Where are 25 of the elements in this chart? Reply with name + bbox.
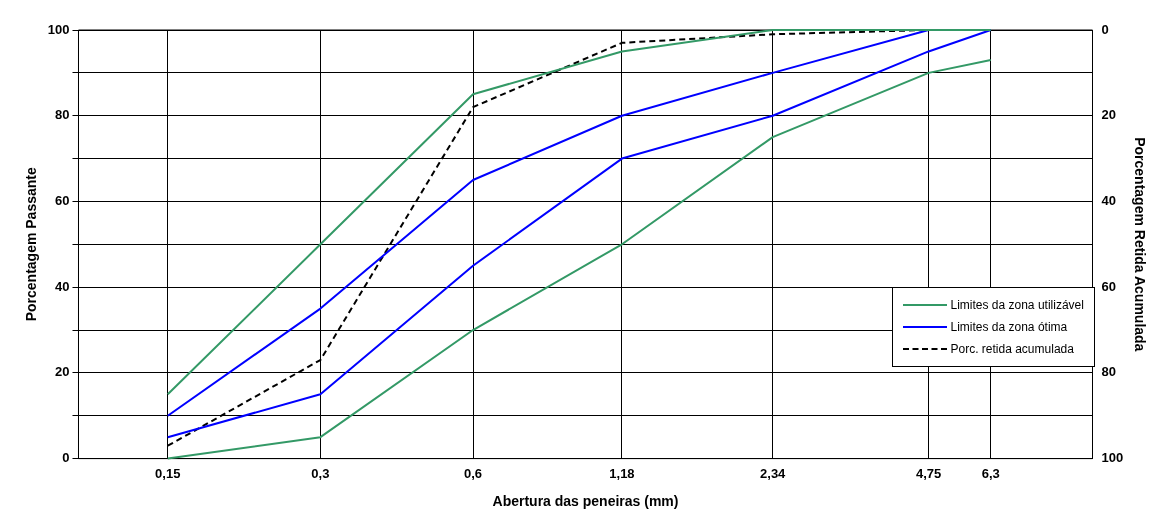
x-tick-label: 6,3 bbox=[981, 465, 1000, 481]
y2-tick-label: 60 bbox=[1101, 278, 1116, 294]
y-tick-label: 60 bbox=[55, 193, 70, 209]
x-tick-label: 1,18 bbox=[609, 465, 635, 481]
x-tick-label: 2,34 bbox=[760, 465, 787, 481]
legend-label: Porc. retida acumulada bbox=[950, 342, 1074, 357]
y-axis-title: Porcentagem Passante bbox=[23, 167, 40, 322]
y2-axis-title: Porcentagem Retida Acumulada bbox=[1131, 137, 1148, 352]
x-tick-label: 0,15 bbox=[155, 465, 181, 481]
y2-tick-label: 80 bbox=[1101, 364, 1116, 380]
y-tick-label: 100 bbox=[47, 21, 70, 37]
y2-tick-label: 20 bbox=[1101, 107, 1116, 123]
x-tick-label: 0,6 bbox=[463, 465, 483, 481]
y2-tick-label: 40 bbox=[1101, 193, 1116, 209]
y-tick-label: 40 bbox=[55, 278, 70, 294]
x-tick-label: 4,75 bbox=[915, 465, 942, 481]
y-tick-label: 80 bbox=[55, 107, 70, 123]
x-tick-label: 0,3 bbox=[311, 465, 330, 481]
legend-label: Limites da zona utilizável bbox=[950, 298, 1084, 313]
y2-tick-label: 100 bbox=[1101, 450, 1124, 466]
legend-label: Limites da zona ótima bbox=[950, 320, 1068, 335]
y-tick-label: 0 bbox=[62, 450, 70, 466]
x-axis-title: Abertura das peneiras (mm) bbox=[492, 493, 679, 510]
y2-tick-label: 0 bbox=[1101, 21, 1109, 37]
y-tick-label: 20 bbox=[55, 364, 70, 380]
